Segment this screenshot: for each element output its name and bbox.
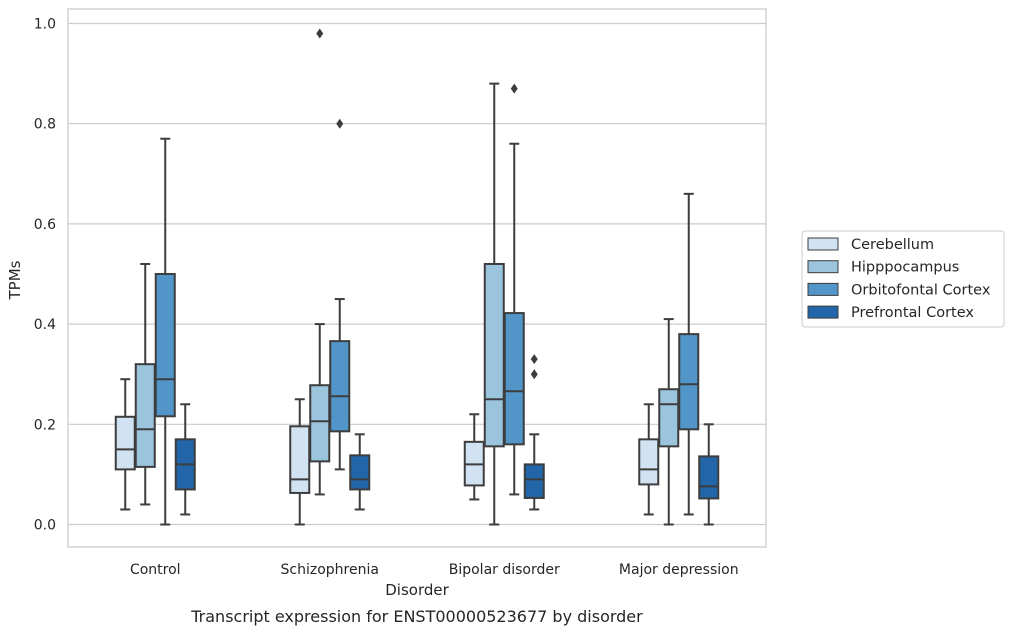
legend-swatch <box>807 260 839 274</box>
box-3-0 <box>638 403 660 516</box>
outlier-point <box>530 354 538 365</box>
box-rect <box>114 415 136 471</box>
x-tick-label: Bipolar disorder <box>449 562 560 578</box>
y-tick-label: 0.4 <box>34 317 56 333</box>
box-1-1 <box>309 28 331 496</box>
outlier-point <box>316 28 324 39</box>
box-3-3 <box>698 423 720 526</box>
legend-frame <box>801 230 1005 328</box>
legend-label: Orbitofontal Cortex <box>851 282 991 298</box>
box-rect <box>309 384 331 463</box>
box-plot-series <box>114 28 720 526</box>
box-0-1 <box>134 262 156 506</box>
box-2-3 <box>523 354 545 511</box>
legend-label: Hipppocampus <box>851 260 959 276</box>
box-2-2 <box>503 83 525 496</box>
x-tick-label: Schizophrenia <box>281 562 379 578</box>
legend-swatch <box>807 237 839 251</box>
chart-caption: Transcript expression for ENST0000052367… <box>190 607 643 626</box>
box-3-1 <box>658 318 680 526</box>
outlier-point <box>336 118 344 129</box>
box-rect <box>134 363 156 468</box>
box-rect <box>638 438 660 486</box>
box-rect <box>349 454 371 491</box>
legend-swatch <box>807 282 839 296</box>
x-tick-label: Control <box>130 562 181 578</box>
box-1-2 <box>329 118 351 471</box>
x-tick-labels: Control Schizophrenia Bipolar disorder Majo… <box>130 562 739 578</box>
plot-frame <box>67 8 767 548</box>
box-rect <box>154 273 176 418</box>
legend-label: Cerebellum <box>851 237 934 253</box>
box-0-3 <box>174 403 196 516</box>
box-rect <box>483 262 505 448</box>
box-rect <box>289 425 311 494</box>
box-0-0 <box>114 378 136 511</box>
box-rect <box>678 333 700 431</box>
y-tick-label: 0.6 <box>34 217 56 233</box>
y-tick-label: 1.0 <box>34 17 56 33</box>
y-tick-label: 0.2 <box>34 417 56 433</box>
box-rect <box>503 312 525 446</box>
box-rect <box>523 463 545 499</box>
y-axis-label: TPMs <box>6 260 24 300</box>
box-rect <box>698 455 720 500</box>
outlier-point <box>530 369 538 380</box>
y-tick-label: 0.8 <box>34 117 56 133</box>
y-tick-labels: 0.0 0.2 0.4 0.6 0.8 1.0 <box>34 17 56 534</box>
x-tick-label: Major depression <box>619 562 739 578</box>
outlier-point <box>510 83 518 94</box>
box-1-3 <box>349 433 371 511</box>
legend-label: Prefrontal Cortex <box>851 305 974 321</box>
legend: Cerebellum Hipppocampus Orbitofontal Corte… <box>801 230 1005 328</box>
box-2-1 <box>483 82 505 526</box>
y-tick-label: 0.0 <box>34 518 56 534</box>
x-axis-label: Disorder <box>385 581 449 599</box>
box-3-2 <box>678 192 700 516</box>
box-2-0 <box>463 413 485 501</box>
box-rect <box>329 340 351 433</box>
box-rect <box>658 388 680 448</box>
legend-swatch <box>807 305 839 319</box>
box-0-2 <box>154 137 176 526</box>
box-1-0 <box>289 398 311 526</box>
